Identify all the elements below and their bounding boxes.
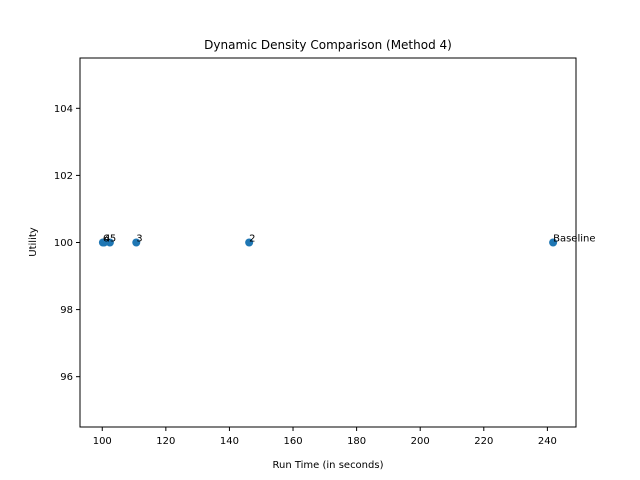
point-label: 5: [110, 234, 116, 245]
point-label: 2: [249, 234, 255, 245]
data-point: [245, 238, 254, 247]
x-tick-label: 240: [538, 436, 557, 447]
x-tick-label: 200: [411, 436, 430, 447]
y-tick-label: 100: [54, 238, 73, 249]
x-tick-label: 160: [283, 436, 302, 447]
point-label: Baseline: [553, 234, 595, 245]
chart-title: Dynamic Density Comparison (Method 4): [204, 38, 452, 52]
data-point: [98, 238, 107, 247]
x-tick-label: 180: [347, 436, 366, 447]
y-tick-label: 104: [54, 104, 73, 115]
x-axis-label: Run Time (in seconds): [273, 460, 384, 471]
y-axis-ticks: 96 98 100 102 104: [54, 104, 80, 383]
x-tick-label: 220: [474, 436, 493, 447]
y-tick-label: 96: [60, 372, 73, 383]
plot-frame: [79, 57, 577, 428]
point-label: 4: [104, 234, 110, 245]
data-point: [105, 238, 114, 247]
x-tick-label: 100: [93, 436, 112, 447]
x-tick-label: 140: [220, 436, 239, 447]
point-label: 3: [136, 234, 142, 245]
data-point: [549, 238, 558, 247]
data-points: [98, 238, 558, 247]
point-label: 6: [103, 234, 109, 245]
y-tick-label: 98: [60, 305, 73, 316]
y-tick-label: 102: [54, 171, 73, 182]
point-labels: Baseline 2 3 546: [103, 234, 596, 245]
data-point: [132, 238, 141, 247]
x-axis-ticks: 100 120 140 160 180 200 220 240: [93, 427, 557, 447]
y-axis-label: Utility: [28, 227, 39, 256]
x-tick-label: 120: [156, 436, 175, 447]
